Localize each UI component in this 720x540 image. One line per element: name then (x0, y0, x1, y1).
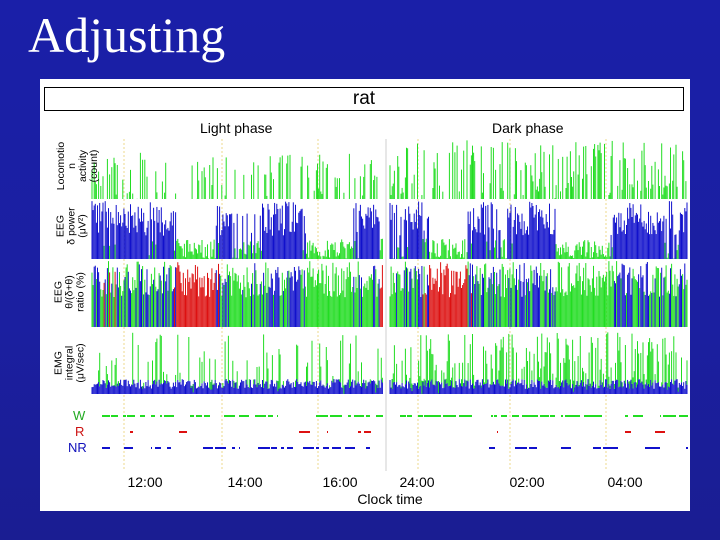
light-phase-label: Light phase (200, 120, 273, 136)
x-tick-label: 16:00 (322, 474, 358, 490)
x-tick-label: 12:00 (127, 474, 163, 490)
x-tick-label: 02:00 (509, 474, 545, 490)
sleep-recording-plot (91, 139, 688, 471)
eeg-ratio-ylabel: EEG θ/(δ+θ) ratio (%) (52, 272, 87, 312)
state-label-rem: R (75, 424, 85, 439)
locomotion-ylabel: Locomotio n activity (count) (55, 141, 100, 191)
eeg-delta-ylabel: EEG δ power (μV²) (54, 207, 89, 245)
dark-phase-label: Dark phase (492, 120, 564, 136)
x-tick-label: 24:00 (399, 474, 435, 490)
x-tick-label: 04:00 (607, 474, 643, 490)
state-label-nrem: NR (68, 440, 87, 455)
x-tick-label: 14:00 (227, 474, 263, 490)
slide-title: Adjusting (28, 7, 226, 63)
emg-ylabel: EMG integral (μV/sec) (52, 343, 87, 383)
state-label-wake: W (73, 408, 86, 423)
x-axis-label: Clock time (357, 491, 423, 507)
chart-title: rat (44, 87, 684, 111)
figure-panel: rat Light phase Dark phase Locomotio n a… (40, 79, 690, 511)
